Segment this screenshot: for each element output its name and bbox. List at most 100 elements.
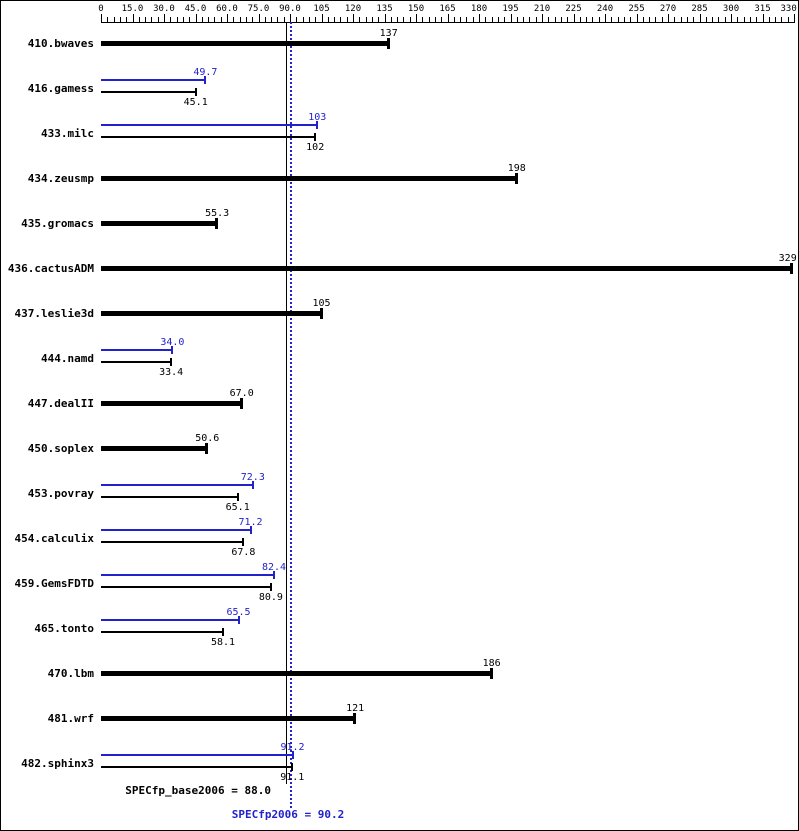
- base-bar-cap: [291, 763, 294, 771]
- base-bar-cap: [222, 628, 224, 636]
- base-bar-cap: [215, 218, 219, 229]
- peak-value-label: 49.7: [193, 67, 218, 78]
- minor-tick: [788, 17, 789, 22]
- tick-label: 165: [439, 4, 456, 14]
- tick-label: 75.0: [247, 4, 270, 14]
- minor-tick: [592, 17, 593, 22]
- base-value-label: 329: [778, 253, 797, 264]
- base-bar: [101, 671, 492, 676]
- peak-bar: [101, 79, 206, 81]
- minor-tick: [687, 17, 688, 22]
- minor-tick: [208, 17, 209, 22]
- minor-tick: [435, 17, 436, 22]
- base-bar: [101, 266, 792, 271]
- peak-bar-cap: [251, 481, 254, 489]
- base-value-label: 65.1: [225, 502, 250, 513]
- peak-bar-cap: [291, 751, 294, 759]
- base-bar: [101, 361, 172, 363]
- peak-summary-label: SPECfp2006 = 90.2: [231, 808, 345, 821]
- tick-label: 195: [502, 4, 519, 14]
- benchmark-label: 453.povray: [27, 487, 94, 500]
- peak-value-label: 65.5: [226, 607, 251, 618]
- peak-bar-cap: [171, 346, 174, 354]
- base-bar-cap: [353, 713, 357, 724]
- minor-tick: [681, 17, 682, 22]
- base-bar: [101, 401, 242, 406]
- minor-tick: [183, 17, 184, 22]
- major-tick: [164, 14, 165, 22]
- minor-tick: [775, 17, 776, 22]
- base-bar-cap: [239, 398, 243, 409]
- base-bar-cap: [205, 443, 209, 454]
- minor-tick: [555, 17, 556, 22]
- minor-tick: [372, 17, 373, 22]
- minor-tick: [170, 17, 171, 22]
- base-bar-cap: [789, 263, 793, 274]
- benchmark-label: 450.soplex: [27, 442, 94, 455]
- major-tick: [763, 14, 764, 22]
- benchmark-label: 433.milc: [41, 127, 94, 140]
- base-value-label: 91.1: [280, 772, 305, 783]
- base-bar-cap: [242, 538, 245, 546]
- peak-value-label: 82.4: [261, 562, 287, 573]
- tick-label: 0: [98, 4, 104, 14]
- major-tick: [101, 14, 102, 22]
- minor-tick: [391, 17, 392, 22]
- minor-tick: [441, 17, 442, 22]
- base-bar: [101, 766, 293, 768]
- base-value-label: 186: [482, 658, 501, 669]
- minor-tick: [214, 17, 215, 22]
- minor-tick: [523, 17, 524, 22]
- base-bar: [101, 541, 244, 543]
- benchmark-label: 482.sphinx3: [21, 757, 94, 770]
- tick-label: 180: [470, 4, 488, 14]
- minor-tick: [296, 17, 297, 22]
- minor-tick: [567, 17, 568, 22]
- tick-label: 285: [691, 4, 708, 14]
- minor-tick: [624, 17, 625, 22]
- tick-label: 90.0: [279, 4, 301, 14]
- minor-tick: [265, 17, 266, 22]
- major-tick: [479, 14, 480, 22]
- benchmark-label: 434.zeusmp: [27, 172, 94, 185]
- base-bar-cap: [514, 173, 518, 184]
- base-bar-cap: [269, 583, 272, 591]
- minor-tick: [284, 17, 285, 22]
- base-value-label: 55.3: [205, 208, 230, 219]
- base-bar: [101, 586, 271, 588]
- peak-bar: [101, 124, 318, 126]
- minor-tick: [410, 17, 411, 22]
- benchmark-label: 465.tonto: [34, 622, 94, 635]
- minor-tick: [271, 17, 272, 22]
- peak-value-label: 34.0: [160, 337, 185, 348]
- peak-bar-cap: [273, 571, 276, 579]
- peak-bar: [101, 619, 239, 621]
- base-bar-cap: [386, 38, 390, 49]
- base-value-label: 67.8: [231, 547, 256, 558]
- minor-tick: [202, 17, 203, 22]
- minor-tick: [277, 17, 278, 22]
- minor-tick: [246, 17, 247, 22]
- major-tick: [353, 14, 354, 22]
- minor-tick: [120, 17, 121, 22]
- minor-tick: [662, 17, 663, 22]
- base-bar-cap: [489, 668, 493, 679]
- base-bar: [101, 91, 196, 93]
- tick-label: 255: [628, 4, 645, 14]
- minor-tick: [599, 17, 600, 22]
- peak-bar-cap: [204, 76, 207, 84]
- tick-label: 30.0: [153, 4, 175, 14]
- minor-tick: [756, 17, 757, 22]
- benchmark-label: 470.lbm: [47, 667, 94, 680]
- major-tick: [731, 14, 732, 22]
- minor-tick: [460, 17, 461, 22]
- minor-tick: [366, 17, 367, 22]
- minor-tick: [397, 17, 398, 22]
- minor-tick: [611, 17, 612, 22]
- minor-tick: [403, 17, 404, 22]
- major-tick: [511, 14, 512, 22]
- major-tick: [637, 14, 638, 22]
- benchmark-label: 444.namd: [41, 352, 94, 365]
- major-tick: [322, 14, 323, 22]
- minor-tick: [536, 17, 537, 22]
